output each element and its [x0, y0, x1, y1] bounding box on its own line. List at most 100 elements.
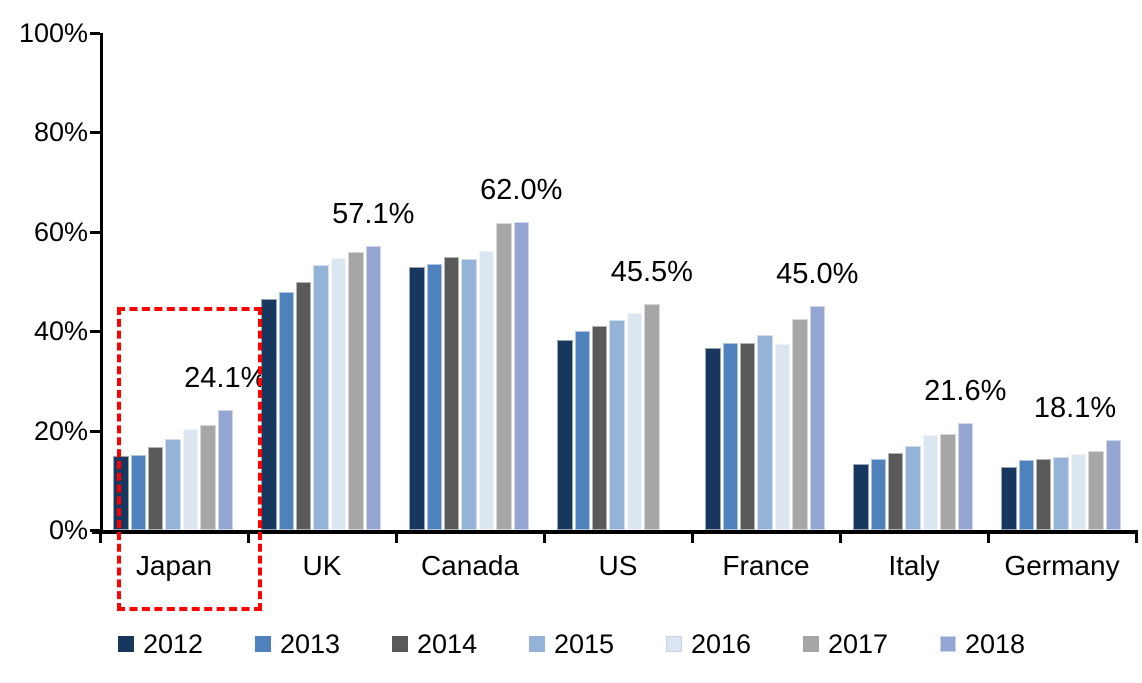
- bar-japan-2015: [165, 439, 181, 530]
- bar-japan-2016: [182, 429, 199, 530]
- bar-canada-2013: [426, 264, 442, 530]
- bar-france-2012: [705, 348, 721, 530]
- y-axis-tick-mark: [90, 131, 100, 135]
- legend-item-2016: 2016: [666, 628, 751, 660]
- bar-canada-2018: [513, 221, 529, 530]
- bar-germany-2017: [1088, 450, 1104, 530]
- bar-uk-2012: [261, 299, 277, 530]
- bar-italy-2015: [905, 445, 921, 530]
- bar-italy-2013: [870, 459, 886, 530]
- bar-france-2015: [757, 335, 773, 530]
- legend-item-2018: 2018: [940, 628, 1025, 660]
- data-label-uk: 57.1%: [332, 198, 415, 231]
- legend-swatch-2015: [529, 636, 545, 652]
- data-label-italy: 21.6%: [924, 374, 1007, 407]
- bar-france-2017: [792, 318, 808, 530]
- data-label-us: 45.5%: [610, 255, 693, 288]
- category-label-italy: Italy: [888, 550, 940, 581]
- category-label-germany: Germany: [1004, 550, 1120, 581]
- bar-japan-2014: [147, 447, 164, 530]
- legend-label-2017: 2017: [828, 629, 889, 659]
- data-label-france: 45.0%: [776, 258, 859, 291]
- bar-uk-2018: [365, 246, 381, 530]
- bar-germany-2018: [1105, 440, 1121, 530]
- category-label-us: US: [598, 550, 638, 581]
- bar-italy-2016: [922, 434, 939, 530]
- x-axis-tick-mark: [543, 530, 546, 543]
- bar-japan-2013: [130, 454, 146, 530]
- legend-item-2013: 2013: [255, 628, 340, 660]
- y-axis-line: [100, 33, 103, 530]
- bar-canada-2015: [461, 258, 477, 530]
- data-label-canada: 62.0%: [480, 173, 563, 206]
- bar-germany-2014: [1035, 458, 1052, 530]
- y-axis-tick-mark: [90, 429, 100, 433]
- legend-label-2013: 2013: [280, 629, 341, 659]
- x-axis-tick-mark: [987, 530, 990, 543]
- legend-label-2015: 2015: [554, 629, 615, 659]
- bar-us-2016: [626, 313, 643, 530]
- bar-france-2014: [739, 342, 756, 530]
- bar-germany-2015: [1053, 456, 1069, 530]
- y-axis-tick-mark: [90, 32, 100, 35]
- y-axis-tick-label: 100%: [18, 18, 88, 48]
- bar-germany-2012: [1001, 466, 1017, 530]
- bar-canada-2012: [409, 266, 425, 530]
- y-axis-tick-label: 40%: [33, 316, 88, 347]
- x-axis-tick-mark: [1135, 530, 1138, 543]
- bar-canada-2014: [443, 256, 460, 530]
- bar-france-2013: [722, 342, 738, 530]
- bar-uk-2013: [278, 291, 294, 530]
- legend-label-2018: 2018: [965, 629, 1026, 659]
- y-axis-tick-label: 20%: [33, 415, 88, 446]
- bar-uk-2014: [295, 281, 312, 530]
- legend-swatch-2014: [392, 636, 408, 652]
- bar-canada-2017: [496, 223, 512, 530]
- bar-uk-2015: [313, 265, 329, 530]
- x-axis-tick-mark: [691, 530, 694, 543]
- y-axis-tick-label: 0%: [48, 515, 88, 545]
- bar-italy-2018: [957, 422, 973, 530]
- bar-us-2015: [609, 319, 625, 530]
- category-label-france: France: [722, 550, 810, 581]
- legend-item-2014: 2014: [392, 628, 477, 660]
- y-axis-tick-label: 60%: [33, 216, 88, 247]
- legend-swatch-2016: [666, 636, 682, 652]
- bar-us-2013: [574, 331, 590, 530]
- legend-label-2012: 2012: [143, 629, 204, 659]
- bar-germany-2016: [1070, 453, 1087, 530]
- data-label-germany: 18.1%: [1033, 392, 1117, 425]
- legend-item-2015: 2015: [529, 628, 614, 660]
- y-axis-tick-mark: [90, 330, 100, 334]
- bar-france-2016: [774, 344, 791, 530]
- bar-france-2018: [809, 306, 825, 530]
- bar-japan-2018: [217, 410, 233, 530]
- bar-us-2012: [557, 339, 573, 530]
- legend-item-2017: 2017: [803, 628, 888, 660]
- bar-uk-2016: [330, 257, 347, 530]
- y-axis-tick-mark: [90, 230, 100, 234]
- legend-label-2016: 2016: [691, 629, 752, 659]
- x-axis-tick-mark: [395, 530, 398, 543]
- bar-italy-2014: [887, 452, 904, 530]
- y-axis-tick-label: 80%: [33, 117, 88, 148]
- x-axis-tick-mark: [247, 530, 250, 543]
- bar-japan-2017: [200, 425, 216, 530]
- bar-us-2014: [591, 325, 608, 530]
- bar-italy-2017: [940, 433, 956, 530]
- legend-label-2014: 2014: [417, 629, 478, 659]
- data-label-japan: 24.1%: [184, 362, 267, 395]
- legend-item-2012: 2012: [118, 628, 203, 660]
- x-axis-tick-mark: [839, 530, 842, 543]
- bar-italy-2012: [853, 463, 869, 530]
- legend-swatch-2013: [255, 636, 271, 652]
- bar-canada-2016: [478, 250, 495, 530]
- legend-swatch-2018: [940, 636, 956, 652]
- category-label-uk: UK: [302, 550, 342, 581]
- bar-uk-2017: [348, 252, 364, 530]
- bar-us-2017: [644, 303, 660, 530]
- japan-highlight-box: [117, 307, 262, 611]
- legend-swatch-2012: [118, 636, 134, 652]
- legend-swatch-2017: [803, 636, 819, 652]
